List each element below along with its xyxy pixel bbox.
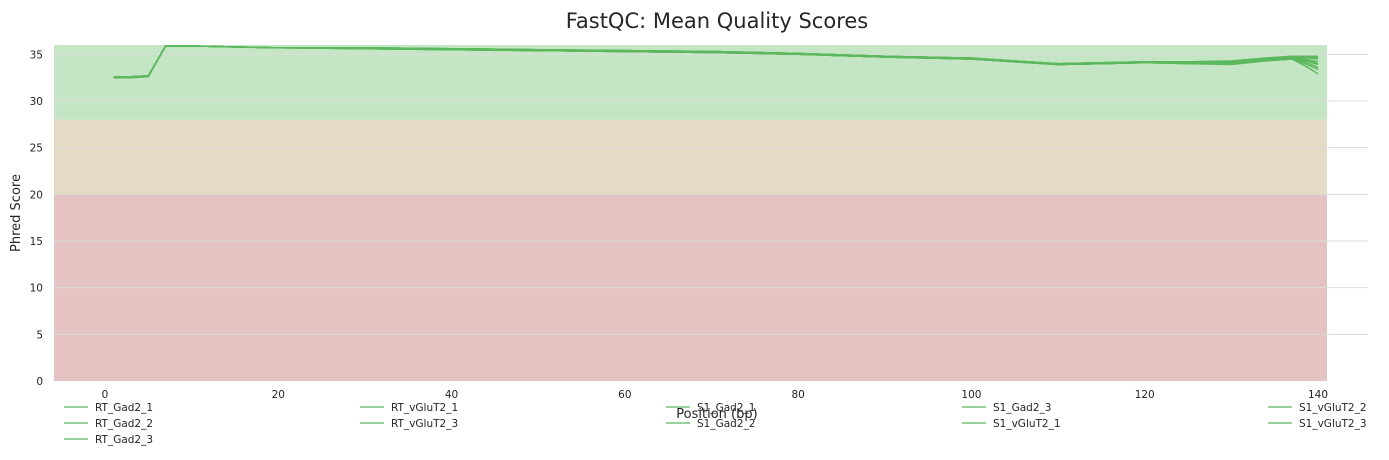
legend-label-RT_vGluT2_3: RT_vGluT2_3 (391, 418, 458, 430)
x-tick-label: 120 (1135, 389, 1155, 401)
y-tick-label: 30 (30, 96, 43, 108)
quality-bands (54, 45, 1327, 381)
y-tick-label: 15 (30, 236, 43, 248)
y-tick-label: 5 (36, 329, 43, 341)
legend-label-RT_Gad2_1: RT_Gad2_1 (95, 402, 153, 414)
legend-label-S1_Gad2_3: S1_Gad2_3 (993, 402, 1051, 414)
x-tick-label: 0 (102, 389, 109, 401)
x-tick-label: 140 (1308, 389, 1328, 401)
legend-label-S1_vGluT2_2: S1_vGluT2_2 (1299, 402, 1367, 414)
series-line-S1_vGluT2_3 (113, 45, 1319, 78)
y-tick-label: 35 (30, 49, 43, 61)
y-tick-label: 20 (30, 189, 43, 201)
y-tick-label: 0 (36, 376, 43, 388)
y-tick-label: 10 (30, 283, 43, 295)
x-axis-label: Position (bp) (676, 407, 757, 422)
legend-label-RT_vGluT2_1: RT_vGluT2_1 (391, 402, 458, 414)
series-lines (113, 45, 1319, 79)
legend-label-S1_Gad2_2: S1_Gad2_2 (697, 418, 755, 430)
legend-label-RT_Gad2_2: RT_Gad2_2 (95, 418, 153, 430)
x-tick-label: 60 (618, 389, 631, 401)
quality-band-1 (54, 119, 1327, 195)
chart-title: FastQC: Mean Quality Scores (566, 9, 869, 33)
y-axis-label: Phred Score (9, 174, 24, 252)
legend-label-S1_vGluT2_3: S1_vGluT2_3 (1299, 418, 1367, 430)
x-tick-label: 40 (445, 389, 458, 401)
legend-label-RT_Gad2_3: RT_Gad2_3 (95, 434, 153, 446)
x-tick-label: 80 (791, 389, 804, 401)
gridlines (54, 53, 1368, 335)
legend-label-S1_Gad2_1: S1_Gad2_1 (697, 402, 755, 414)
quality-band-2 (54, 45, 1327, 120)
x-tick-label: 20 (272, 389, 285, 401)
x-tick-label: 100 (961, 389, 981, 401)
y-tick-label: 25 (30, 143, 43, 155)
legend-label-S1_vGluT2_1: S1_vGluT2_1 (993, 418, 1061, 430)
legend: RT_Gad2_1 RT_Gad2_2 RT_Gad2_3 RT_vGluT2_1 RT… (64, 402, 1367, 446)
x-axis-ticks: 0 20 40 60 80 100 120 140 (102, 389, 1328, 401)
y-axis-ticks: 0 5 10 15 20 25 30 35 (30, 49, 43, 388)
